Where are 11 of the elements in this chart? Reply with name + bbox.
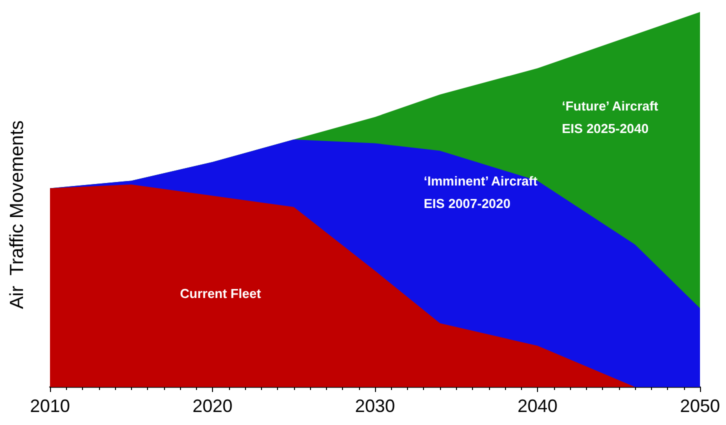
y-axis-title: Air Traffic Movements bbox=[7, 120, 28, 309]
x-tick-label: 2020 bbox=[192, 396, 233, 416]
series-label: ‘Imminent’ Aircraft bbox=[424, 173, 538, 188]
annotation: EIS 2007-2020 bbox=[424, 196, 510, 211]
x-tick-label: 2010 bbox=[30, 396, 70, 416]
x-tick-label: 2030 bbox=[354, 396, 396, 416]
series-label: Current Fleet bbox=[180, 286, 262, 301]
series-label: ‘Future’ Aircraft bbox=[562, 98, 659, 114]
annotation: EIS 2025-2040 bbox=[562, 120, 649, 136]
x-tick-label: 2050 bbox=[680, 396, 720, 416]
x-tick-label: 2040 bbox=[517, 396, 558, 416]
